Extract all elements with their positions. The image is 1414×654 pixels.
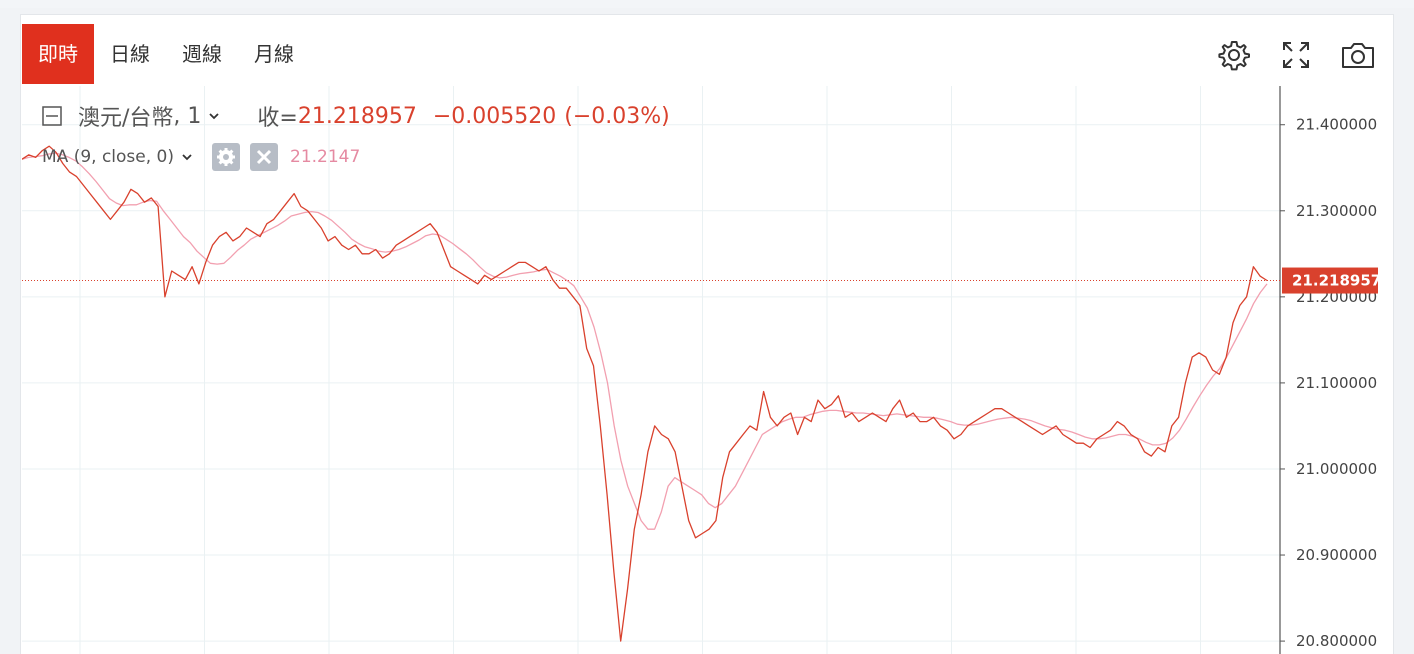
indicator-settings-button[interactable] — [212, 143, 240, 171]
chart-panel — [20, 14, 1394, 654]
price-line — [22, 145, 1268, 642]
y-tick-label: 20.900000 — [1296, 546, 1377, 564]
chart-area[interactable]: 21.400000 21.300000 21.200000 21.100000 21.0… — [22, 86, 1392, 654]
tab-daily[interactable]: 日線 — [110, 42, 150, 66]
last-price-tag — [1282, 267, 1378, 294]
gear-icon — [217, 148, 235, 166]
price-chart[interactable]: 21.40000021.30000021.20000021.10000021.0… — [22, 86, 1392, 654]
indicator-remove-button[interactable] — [250, 143, 278, 171]
close-icon — [256, 149, 272, 165]
close-value: 21.218957 — [297, 103, 417, 129]
y-tick-label: 21.100000 — [1296, 374, 1377, 392]
symbol-separator: , — [173, 103, 188, 129]
fullscreen-icon — [1283, 42, 1309, 68]
indicator-value: 21.2147 — [290, 147, 361, 167]
y-tick-label: 21.400000 — [1296, 116, 1377, 134]
last-price-label: 21.218957 — [1292, 272, 1381, 290]
indicator-label: MA (9, close, 0) — [42, 147, 174, 167]
close-label: 收= — [257, 106, 298, 131]
tab-realtime[interactable]: 即時 — [22, 24, 94, 84]
y-tick-label: 21.300000 — [1296, 202, 1377, 220]
change-value: −0.005520 — [432, 103, 557, 129]
change-percent: (−0.03%) — [564, 103, 670, 129]
chart-toolbar — [1214, 38, 1378, 72]
series-legend: 澳元/台幣 , 1 收= 21.218957 −0.005520 (−0.03%… — [42, 100, 670, 132]
screenshot-button[interactable] — [1338, 38, 1378, 72]
tab-monthly[interactable]: 月線 — [254, 42, 294, 66]
interval-tabs: 即時 日線 週線 月線 — [22, 24, 310, 84]
indicator-legend: MA (9, close, 0) 21.2147 — [42, 143, 360, 171]
symbol-name: 澳元/台幣 — [78, 106, 174, 131]
y-tick-label: 21.000000 — [1296, 460, 1377, 478]
settings-button[interactable] — [1214, 38, 1254, 72]
camera-icon — [1342, 43, 1374, 68]
fullscreen-button[interactable] — [1276, 38, 1316, 72]
y-tick-label: 20.800000 — [1296, 632, 1377, 650]
gear-icon — [1218, 41, 1250, 71]
collapse-icon[interactable] — [42, 106, 62, 126]
chevron-down-icon[interactable] — [180, 150, 194, 164]
tab-weekly[interactable]: 週線 — [182, 42, 222, 66]
top-strip — [0, 0, 1414, 8]
chevron-down-icon[interactable] — [207, 109, 221, 123]
interval-value: 1 — [187, 103, 202, 129]
